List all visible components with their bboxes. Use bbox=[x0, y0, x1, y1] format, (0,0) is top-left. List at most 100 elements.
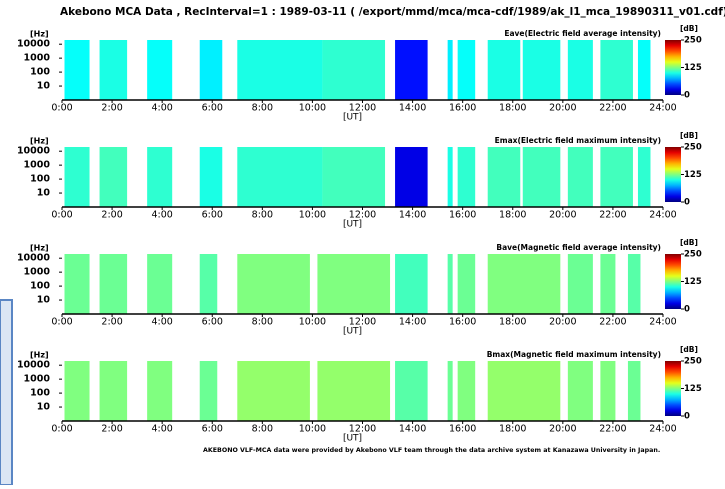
x-tick-label: 16:00 bbox=[449, 210, 476, 221]
spectrum-segment bbox=[487, 40, 521, 100]
colorbar-tick-label: 0 bbox=[684, 91, 690, 101]
panel-title: Eave(Electric field average intensity) bbox=[504, 29, 661, 38]
spectrum-segment bbox=[147, 254, 173, 314]
spectrum-segment bbox=[395, 40, 428, 100]
x-tick-label: 0:00 bbox=[51, 210, 72, 221]
x-tick-label: 20:00 bbox=[549, 424, 576, 435]
y-tick-label: 10 bbox=[37, 81, 51, 92]
x-tick-label: 24:00 bbox=[649, 317, 676, 328]
spectrum-segment bbox=[457, 361, 476, 421]
spectrum-segment bbox=[237, 147, 323, 207]
colorbar-label: [dB] bbox=[680, 131, 698, 140]
colorbar bbox=[665, 40, 681, 95]
x-tick-label: 24:00 bbox=[649, 210, 676, 221]
x-tick-label: 2:00 bbox=[101, 210, 122, 221]
colorbar-tick-label: 125 bbox=[684, 63, 702, 73]
x-tick-label: 22:00 bbox=[599, 424, 626, 435]
x-tick-label: 0:00 bbox=[51, 317, 72, 328]
spectrum-segment bbox=[522, 40, 561, 100]
y-tick-label: 10000 bbox=[17, 253, 50, 264]
colorbar bbox=[665, 147, 681, 202]
x-tick-label: 12:00 bbox=[349, 317, 376, 328]
panel-title: Bave(Magnetic field average intensity) bbox=[496, 243, 661, 252]
spectrum-segment bbox=[567, 254, 593, 314]
x-tick-label: 6:00 bbox=[202, 424, 223, 435]
y-tick-label: 10000 bbox=[17, 360, 50, 371]
x-tick-label: 6:00 bbox=[202, 317, 223, 328]
colorbar-tick-label: 125 bbox=[684, 170, 702, 180]
spectrum-segment bbox=[600, 40, 633, 100]
spectrum-segment bbox=[237, 361, 310, 421]
spectrum-segment bbox=[627, 361, 641, 421]
x-tick-label: 14:00 bbox=[399, 317, 426, 328]
spectrum-segment bbox=[600, 361, 616, 421]
spectrum-segment bbox=[447, 254, 453, 314]
x-tick-label: 0:00 bbox=[51, 424, 72, 435]
spectrum-segment bbox=[447, 147, 453, 207]
colorbar-tick-label: 125 bbox=[684, 277, 702, 287]
x-tick-label: 12:00 bbox=[349, 424, 376, 435]
page-title: Akebono MCA Data , RecInterval=1 : 1989-… bbox=[60, 6, 725, 18]
y-tick-label: 10000 bbox=[17, 146, 50, 157]
y-tick-label: 100 bbox=[30, 174, 50, 185]
spectrum-segment bbox=[99, 40, 128, 100]
y-axis-label: [Hz] bbox=[30, 137, 49, 146]
spectrum-segment bbox=[199, 361, 218, 421]
colorbar bbox=[665, 361, 681, 416]
x-tick-label: 6:00 bbox=[202, 103, 223, 114]
spectrum-segment bbox=[147, 361, 173, 421]
x-tick-label: 8:00 bbox=[252, 424, 273, 435]
x-tick-label: 10:00 bbox=[299, 210, 326, 221]
spectrum-segment bbox=[322, 40, 386, 100]
x-tick-label: 20:00 bbox=[549, 103, 576, 114]
spectrum-segment bbox=[199, 40, 223, 100]
x-tick-label: 12:00 bbox=[349, 210, 376, 221]
colorbar-label: [dB] bbox=[680, 345, 698, 354]
spectrum-segment bbox=[199, 147, 223, 207]
y-axis-label: [Hz] bbox=[30, 244, 49, 253]
x-tick-label: 18:00 bbox=[499, 317, 526, 328]
x-tick-label: 18:00 bbox=[499, 424, 526, 435]
spectrum-segment bbox=[522, 147, 561, 207]
panel-title: Bmax(Magnetic field maximum intensity) bbox=[487, 350, 661, 359]
colorbar-tick-label: 0 bbox=[684, 305, 690, 315]
x-tick-label: 8:00 bbox=[252, 103, 273, 114]
spectrum-segment bbox=[64, 147, 90, 207]
spectrum-segment bbox=[322, 147, 386, 207]
x-tick-label: 14:00 bbox=[399, 424, 426, 435]
spectrum-segment bbox=[487, 147, 521, 207]
colorbar-label: [dB] bbox=[680, 24, 698, 33]
x-tick-label: 0:00 bbox=[51, 103, 72, 114]
x-tick-label: 8:00 bbox=[252, 210, 273, 221]
spectrum-segment bbox=[237, 40, 323, 100]
x-tick-label: 6:00 bbox=[202, 210, 223, 221]
x-tick-label: 20:00 bbox=[549, 210, 576, 221]
x-tick-label: 10:00 bbox=[299, 317, 326, 328]
y-tick-label: 1000 bbox=[24, 160, 51, 171]
y-tick-label: 100 bbox=[30, 281, 50, 292]
spectrum-segment bbox=[317, 254, 391, 314]
spectrum-segment bbox=[199, 254, 218, 314]
spectrum-segment bbox=[567, 361, 593, 421]
spectrum-segment bbox=[447, 361, 453, 421]
y-tick-label: 100 bbox=[30, 388, 50, 399]
y-tick-label: 100 bbox=[30, 67, 50, 78]
x-tick-label: 4:00 bbox=[151, 103, 172, 114]
spectrum-segment bbox=[99, 254, 128, 314]
spectrum-segment bbox=[64, 361, 90, 421]
x-tick-label: 24:00 bbox=[649, 103, 676, 114]
colorbar-tick-label: 0 bbox=[684, 198, 690, 208]
y-axis-label: [Hz] bbox=[30, 30, 49, 39]
spectrum-segment bbox=[395, 147, 428, 207]
x-tick-label: 14:00 bbox=[399, 210, 426, 221]
spectrum-segment bbox=[627, 254, 641, 314]
spectrum-segment bbox=[457, 147, 476, 207]
spectrum-segment bbox=[637, 147, 651, 207]
panel-title: Emax(Electric field maximum intensity) bbox=[495, 136, 661, 145]
x-tick-label: 2:00 bbox=[101, 424, 122, 435]
x-tick-label: 14:00 bbox=[399, 103, 426, 114]
x-tick-label: 22:00 bbox=[599, 103, 626, 114]
spectrum-segment bbox=[487, 254, 561, 314]
